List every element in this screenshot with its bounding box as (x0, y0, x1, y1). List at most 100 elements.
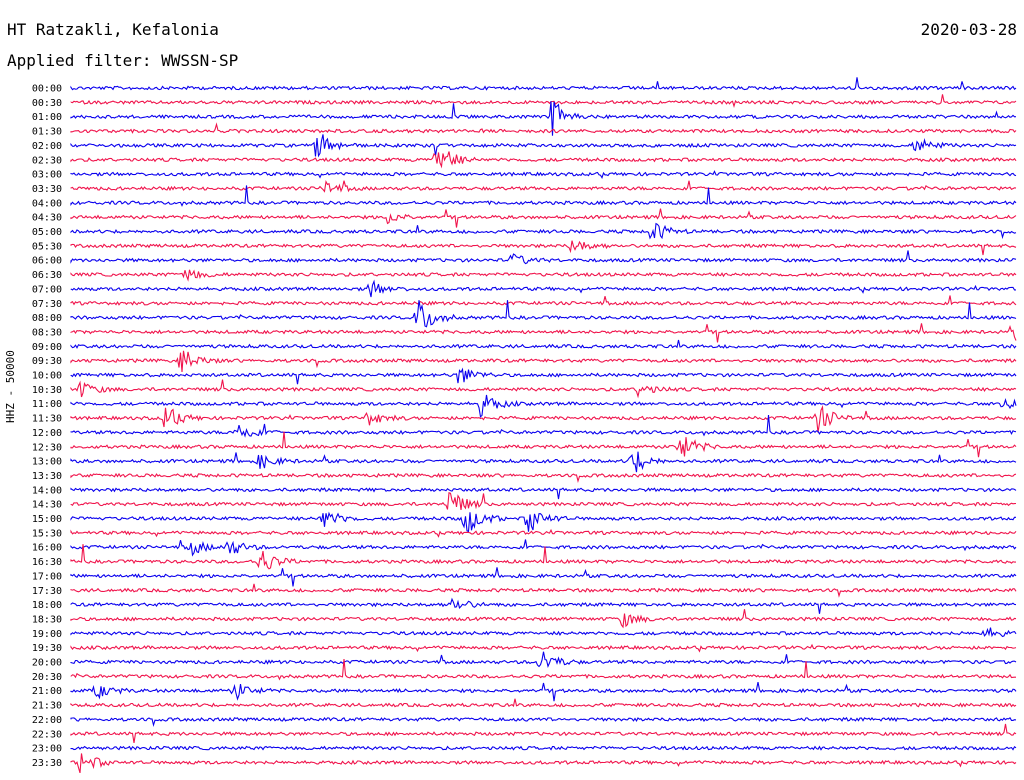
time-label: 01:00 (32, 112, 62, 123)
time-label: 17:00 (32, 571, 62, 582)
trace-line (70, 681, 1017, 702)
time-label: 20:00 (32, 658, 62, 669)
time-label: 23:30 (32, 758, 62, 769)
time-label: 20:30 (32, 672, 62, 683)
trace-line (70, 597, 1017, 614)
time-label: 07:00 (32, 284, 62, 295)
time-label: 10:30 (32, 385, 62, 396)
time-label: 06:30 (32, 270, 62, 281)
trace-line (70, 379, 1017, 399)
trace-line (70, 544, 1016, 570)
time-label: 18:00 (32, 600, 62, 611)
time-label: 05:00 (32, 227, 62, 238)
trace-line (70, 511, 1016, 533)
time-label: 12:00 (32, 428, 62, 439)
trace-line (70, 431, 1017, 458)
time-label: 14:00 (32, 485, 62, 496)
filter-label: Applied filter: (7, 51, 152, 70)
time-label: 22:30 (32, 729, 62, 740)
time-label: 14:30 (32, 500, 62, 511)
time-label: 09:30 (32, 356, 62, 367)
trace-line (70, 567, 1017, 587)
trace-line (70, 250, 1017, 265)
time-label: 21:00 (32, 686, 62, 697)
trace-line (70, 94, 1017, 108)
trace-line (70, 208, 1017, 228)
time-label: 04:30 (32, 213, 62, 224)
time-label: 16:30 (32, 557, 62, 568)
time-label: 15:00 (32, 514, 62, 525)
date-label: 2020-03-28 (920, 20, 1017, 39)
trace-line (70, 745, 1017, 751)
time-label: 02:30 (32, 155, 62, 166)
time-label: 21:30 (32, 701, 62, 712)
time-label: 22:00 (32, 715, 62, 726)
trace-line (70, 350, 1017, 372)
trace-line (70, 367, 1017, 385)
trace-line (70, 698, 1017, 708)
station-title: HT Ratzakli, Kefalonia (7, 20, 219, 39)
trace-line (70, 323, 1017, 343)
time-label: 23:00 (32, 744, 62, 755)
time-label: 00:30 (32, 98, 62, 109)
trace-line (70, 643, 1017, 653)
trace-line (70, 222, 1017, 240)
time-label: 08:30 (32, 327, 62, 338)
trace-line (70, 753, 1017, 774)
time-label: 10:00 (32, 371, 62, 382)
trace-line (70, 487, 1017, 500)
time-label: 04:00 (32, 198, 62, 209)
trace-line (70, 528, 1017, 538)
time-label: 05:30 (32, 241, 62, 252)
trace-line (70, 170, 1017, 180)
trace-line (70, 77, 1017, 91)
trace-line (70, 179, 1017, 193)
filter-value: WWSSN-SP (161, 51, 239, 70)
time-label: 09:00 (32, 342, 62, 353)
time-label: 01:30 (32, 127, 62, 138)
seismogram-traces (70, 77, 1017, 774)
trace-line (70, 279, 1016, 298)
time-label: 02:00 (32, 141, 62, 152)
trace-line (70, 658, 1016, 681)
time-label: 18:30 (32, 614, 62, 625)
time-label: 07:30 (32, 299, 62, 310)
trace-line (70, 295, 1017, 306)
time-label: 00:00 (32, 84, 62, 95)
trace-line (70, 472, 1017, 484)
time-label: 19:00 (32, 629, 62, 640)
trace-line (70, 723, 1017, 743)
time-label: 12:30 (32, 442, 62, 453)
trace-line (70, 339, 1017, 349)
trace-line (70, 300, 1017, 328)
trace-line (70, 269, 1017, 282)
trace-line (70, 134, 1017, 158)
trace-line (70, 651, 1017, 669)
trace-line (70, 122, 1017, 134)
trace-line (70, 451, 1017, 473)
time-labels: 00:00 00:30 01:00 01:30 02:00 02:30 03:00 03:30… (32, 84, 62, 769)
trace-line (70, 394, 1017, 418)
trace-line (70, 101, 1017, 136)
trace-line (70, 716, 1017, 728)
trace-line (70, 583, 1017, 598)
trace-line (70, 492, 1017, 510)
trace-line (70, 240, 1017, 256)
time-label: 15:30 (32, 528, 62, 539)
time-label: 11:30 (32, 414, 62, 425)
time-label: 11:00 (32, 399, 62, 410)
trace-line (70, 185, 1017, 207)
time-label: 19:30 (32, 643, 62, 654)
filter-line: Applied filter: WWSSN-SP (7, 51, 238, 70)
trace-line (70, 151, 1017, 169)
time-label: 13:00 (32, 457, 62, 468)
trace-line (70, 609, 1017, 629)
trace-line (70, 414, 1017, 438)
time-label: 03:00 (32, 170, 62, 181)
trace-line (70, 405, 1017, 433)
time-label: 03:30 (32, 184, 62, 195)
trace-line (70, 627, 1017, 638)
time-label: 08:00 (32, 313, 62, 324)
time-label: 17:30 (32, 586, 62, 597)
